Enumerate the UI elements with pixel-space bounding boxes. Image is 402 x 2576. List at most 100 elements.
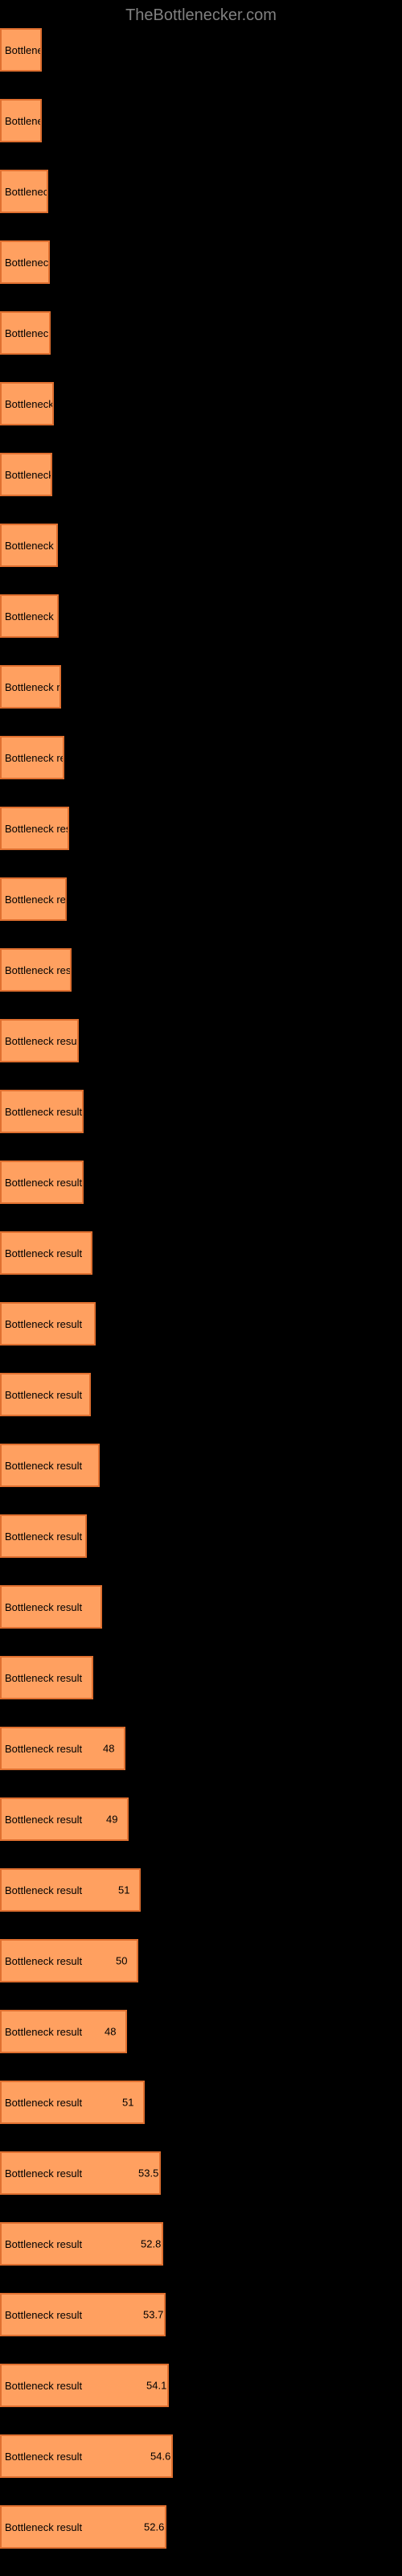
bar-label: Bottleneck result: [5, 2026, 82, 2038]
bar: Bottleneck result: [0, 311, 51, 355]
bar: Bottleneck result: [0, 2505, 166, 2549]
bar-row: Bottleneck result 50: [0, 1939, 402, 1982]
bar-row: Bottleneck result: [0, 948, 402, 992]
bar: Bottleneck result: [0, 382, 54, 425]
bar-value: 51: [118, 1884, 129, 1896]
bar-label: Bottleneck result: [5, 327, 51, 339]
bar-row: Bottleneck result: [0, 807, 402, 850]
bar-label: Bottleneck result: [5, 44, 42, 56]
bar-label: Bottleneck result: [5, 2097, 82, 2109]
bar: Bottleneck result: [0, 665, 61, 709]
bar-label: Bottleneck result: [5, 1743, 82, 1755]
bar-row: Bottleneck result: [0, 1373, 402, 1416]
bar-row: Bottleneck result 49: [0, 1797, 402, 1841]
bar-row: Bottleneck result: [0, 99, 402, 142]
bar-value: 53.5: [138, 2167, 158, 2180]
bar-label: Bottleneck result: [5, 1672, 82, 1684]
bar-row: Bottleneck result53.7: [0, 2293, 402, 2336]
bar-row: Bottleneck result48: [0, 2010, 402, 2053]
bar-label: Bottleneck result: [5, 540, 58, 552]
bar-row: Bottleneck result 51: [0, 2081, 402, 2124]
bar: Bottleneck result: [0, 2293, 166, 2336]
bar-row: Bottleneck result 51: [0, 1868, 402, 1912]
bar: Bottleneck result: [0, 28, 42, 72]
bar-row: Bottleneck result 48: [0, 1727, 402, 1770]
bar-label: Bottleneck result: [5, 610, 59, 622]
bar-label: Bottleneck result: [5, 469, 52, 481]
bar: Bottleneck result: [0, 1302, 96, 1346]
bar-row: Bottleneck result 52.8: [0, 2222, 402, 2266]
bar-row: Bottleneck result: [0, 170, 402, 213]
page-header: TheBottlenecker.com: [0, 0, 402, 28]
bar-label: Bottleneck result: [5, 257, 50, 269]
bar: Bottleneck result: [0, 1656, 93, 1699]
site-title: TheBottlenecker.com: [125, 6, 277, 24]
bar-label: Bottleneck result: [5, 1601, 82, 1613]
bar-value: 50: [116, 1955, 127, 1967]
bar: Bottleneck result: [0, 2151, 161, 2195]
bar: Bottleneck result: [0, 1514, 87, 1558]
bar-row: Bottleneck result: [0, 1090, 402, 1133]
bar-label: Bottleneck result: [5, 1106, 82, 1118]
bar: Bottleneck result: [0, 1019, 79, 1062]
bar-label: Bottleneck result: [5, 115, 42, 127]
bar-value: 48: [103, 1743, 114, 1755]
bar-value: 54.6: [150, 2451, 170, 2463]
bar-row: Bottleneck result: [0, 311, 402, 355]
bar-row: Bottleneck result: [0, 1019, 402, 1062]
bar: Bottleneck result: [0, 99, 42, 142]
bar: Bottleneck result: [0, 1373, 91, 1416]
bar-label: Bottleneck result: [5, 1389, 82, 1401]
bar: Bottleneck result: [0, 240, 50, 284]
bar-value: 51: [122, 2097, 133, 2109]
bar-label: Bottleneck result: [5, 752, 64, 764]
bar-label: Bottleneck result: [5, 1884, 82, 1896]
bar-row: Bottleneck result 52.6: [0, 2505, 402, 2549]
bar: Bottleneck result: [0, 1090, 84, 1133]
bar-label: Bottleneck result: [5, 1247, 82, 1259]
bar-row: Bottleneck result54.1: [0, 2364, 402, 2407]
bar: Bottleneck result: [0, 524, 58, 567]
bar: Bottleneck result: [0, 1444, 100, 1487]
bar-row: Bottleneck result: [0, 1302, 402, 1346]
bar-label: Bottleneck result: [5, 2238, 82, 2250]
bar-row: Bottleneck result: [0, 240, 402, 284]
bar-label: Bottleneck result: [5, 2309, 82, 2321]
bar-label: Bottleneck result: [5, 186, 48, 198]
bar: Bottleneck result: [0, 453, 52, 496]
bar-row: Bottleneck result: [0, 1161, 402, 1204]
bar-row: Bottleneck result: [0, 28, 402, 72]
bar: Bottleneck result: [0, 2434, 173, 2478]
bar-label: Bottleneck result: [5, 1035, 79, 1047]
bar-row: Bottleneck result: [0, 1656, 402, 1699]
bar-row: Bottleneck result 53.5: [0, 2151, 402, 2195]
bar-label: Bottleneck result: [5, 1318, 82, 1330]
bar-row: Bottleneck result: [0, 665, 402, 709]
bar-value: 52.8: [141, 2238, 161, 2250]
bar-row: Bottleneck result: [0, 1585, 402, 1629]
bar-value: 52.6: [144, 2521, 164, 2533]
chart-area: Bottleneck resultBottleneck resultBottle…: [0, 28, 402, 2549]
bar-label: Bottleneck result: [5, 2451, 82, 2463]
bar: Bottleneck result: [0, 1231, 92, 1275]
bar-row: Bottleneck result: [0, 524, 402, 567]
bar-label: Bottleneck result: [5, 1814, 82, 1826]
bar-row: Bottleneck result: [0, 877, 402, 921]
bar-row: Bottleneck result: [0, 594, 402, 638]
bar: Bottleneck result: [0, 1585, 102, 1629]
bar-label: Bottleneck result: [5, 2521, 82, 2533]
bar: Bottleneck result: [0, 1161, 84, 1204]
bar-value: 49: [106, 1814, 117, 1826]
bar-row: Bottleneck result: [0, 382, 402, 425]
bar-label: Bottleneck result: [5, 2167, 82, 2180]
bar-value: 54.1: [146, 2380, 166, 2392]
bar-label: Bottleneck result: [5, 894, 67, 906]
bar-row: Bottleneck result: [0, 1444, 402, 1487]
bar: Bottleneck result: [0, 2222, 163, 2266]
bar-label: Bottleneck result: [5, 823, 69, 835]
bar-label: Bottleneck result: [5, 1530, 82, 1543]
bar: Bottleneck result: [0, 594, 59, 638]
bar-label: Bottleneck result: [5, 964, 72, 976]
bar: Bottleneck result: [0, 877, 67, 921]
bar-label: Bottleneck result: [5, 1955, 82, 1967]
